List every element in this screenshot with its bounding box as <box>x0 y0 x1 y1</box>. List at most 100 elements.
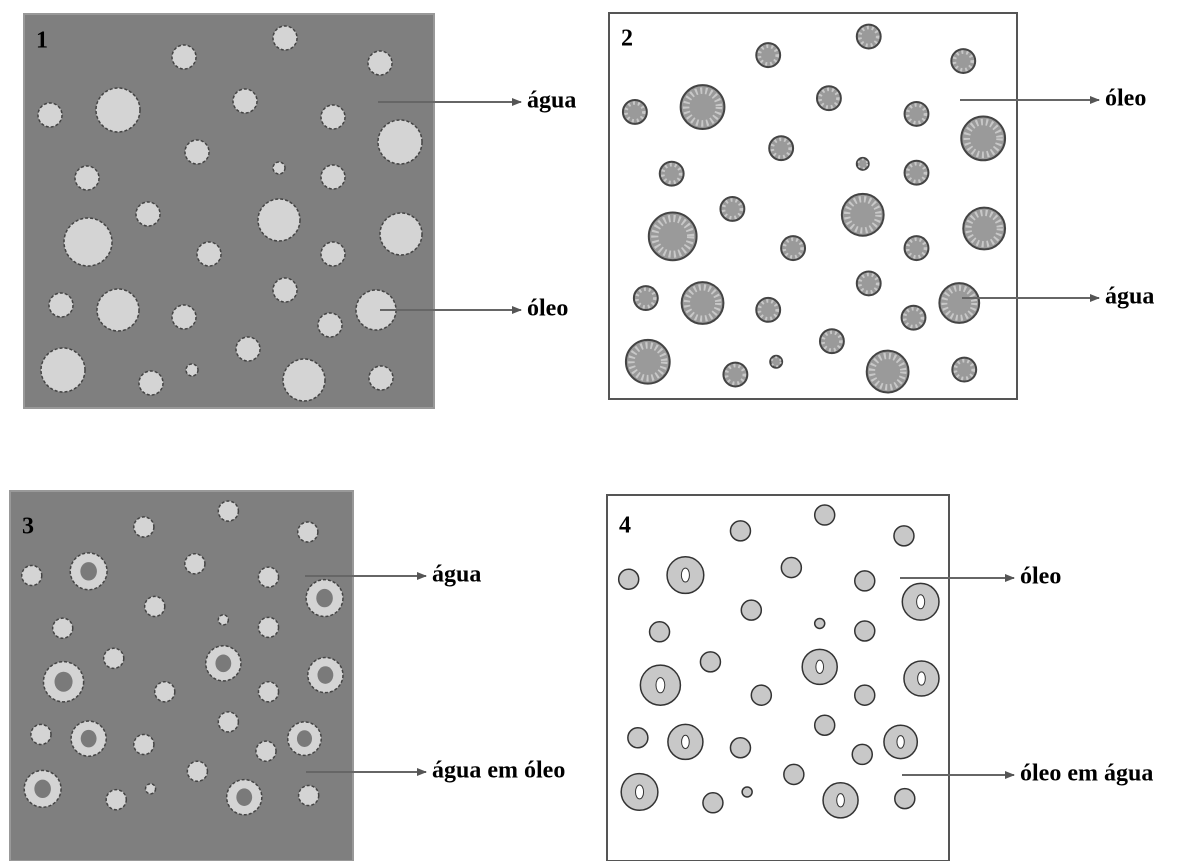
droplet <box>741 600 761 620</box>
droplet <box>185 554 205 574</box>
panel: 2 óleo água <box>609 13 1154 399</box>
droplet <box>155 682 175 702</box>
label: água <box>527 88 576 114</box>
droplet <box>139 371 163 395</box>
droplet <box>273 278 297 302</box>
droplet <box>218 501 238 521</box>
label: óleo em água <box>1020 761 1153 787</box>
droplet <box>233 89 257 113</box>
droplet <box>218 712 238 732</box>
droplet <box>104 648 124 668</box>
droplet <box>273 26 297 50</box>
droplet <box>258 199 300 241</box>
droplet <box>172 45 196 69</box>
droplet <box>855 621 875 641</box>
droplet <box>781 558 801 578</box>
droplet <box>628 728 648 748</box>
panel-number: 2 <box>621 26 633 52</box>
panel: 1 água óleo <box>24 14 576 408</box>
droplet <box>22 565 42 585</box>
inner-droplet <box>55 672 73 692</box>
droplet <box>730 738 750 758</box>
droplet <box>75 166 99 190</box>
droplet <box>815 505 835 525</box>
inner-droplet <box>215 655 231 673</box>
droplet <box>258 682 278 702</box>
droplet <box>134 734 154 754</box>
droplet <box>97 289 139 331</box>
label: água <box>432 562 481 588</box>
droplet <box>751 685 771 705</box>
droplet <box>96 88 140 132</box>
inner-droplet <box>316 589 333 607</box>
panel-number: 3 <box>22 514 34 540</box>
droplet <box>894 526 914 546</box>
inner-droplet <box>917 595 925 609</box>
droplet <box>378 120 422 164</box>
droplet <box>136 202 160 226</box>
inner-droplet <box>297 730 312 747</box>
droplet <box>815 715 835 735</box>
inner-droplet <box>918 672 926 685</box>
inner-droplet <box>317 666 333 684</box>
droplet <box>318 313 342 337</box>
droplet <box>41 348 85 392</box>
panel-number: 1 <box>36 28 48 54</box>
droplet <box>815 618 825 628</box>
droplet <box>703 793 723 813</box>
droplet <box>283 359 325 401</box>
inner-droplet <box>635 785 643 799</box>
inner-droplet <box>236 788 252 806</box>
inner-droplet <box>897 736 904 749</box>
droplet <box>730 521 750 541</box>
emulsion-diagram: 1águaóleo2óleoágua3águaágua em óleo4óleo… <box>0 0 1195 861</box>
droplet <box>185 140 209 164</box>
inner-droplet <box>656 678 665 693</box>
droplet <box>619 569 639 589</box>
droplet <box>236 337 260 361</box>
droplet <box>368 51 392 75</box>
droplet <box>38 103 62 127</box>
droplet <box>49 293 73 317</box>
droplet <box>273 162 285 174</box>
droplet <box>106 790 126 810</box>
droplet <box>172 305 196 329</box>
droplet <box>369 366 393 390</box>
droplet <box>700 652 720 672</box>
label: óleo <box>1105 86 1146 112</box>
inner-droplet <box>837 794 845 807</box>
inner-droplet <box>681 568 689 582</box>
droplet <box>145 596 165 616</box>
droplet <box>197 242 221 266</box>
droplet <box>742 787 752 797</box>
droplet <box>134 517 154 537</box>
droplet <box>186 364 198 376</box>
droplet <box>146 784 156 794</box>
inner-droplet <box>81 730 97 748</box>
droplet <box>53 618 73 638</box>
inner-droplet <box>682 735 690 748</box>
droplet <box>895 789 915 809</box>
droplet <box>852 744 872 764</box>
droplet <box>64 218 112 266</box>
droplet <box>855 571 875 591</box>
label: óleo <box>527 296 568 322</box>
inner-droplet <box>34 780 51 798</box>
label: água <box>1105 284 1154 310</box>
droplet <box>258 617 278 637</box>
droplet <box>784 764 804 784</box>
droplet <box>298 522 318 542</box>
droplet <box>256 741 276 761</box>
droplet <box>187 761 207 781</box>
label: óleo <box>1020 564 1061 590</box>
droplet <box>650 622 670 642</box>
droplet <box>31 724 51 744</box>
droplet <box>218 615 228 625</box>
droplet <box>855 685 875 705</box>
inner-droplet <box>80 562 97 580</box>
droplet <box>258 567 278 587</box>
droplet <box>321 105 345 129</box>
inner-droplet <box>816 660 824 673</box>
